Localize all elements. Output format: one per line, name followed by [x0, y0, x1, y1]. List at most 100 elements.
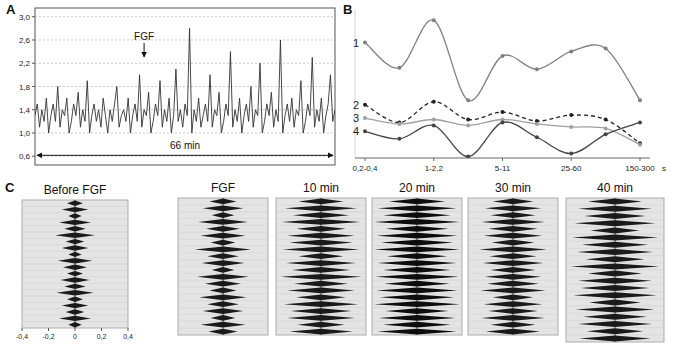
plot-area [276, 198, 366, 335]
plot-area [178, 198, 268, 335]
series-marker [466, 118, 470, 122]
trace-chart: 0,61,01,41,82,22,63,0FGF66 min [19, 8, 335, 165]
spike [491, 322, 536, 328]
spike [374, 219, 460, 225]
spike [493, 199, 534, 205]
spike [205, 281, 241, 287]
series-marker [466, 155, 470, 158]
spike [379, 315, 456, 321]
tick-mark [365, 158, 366, 161]
spike [587, 328, 643, 334]
tick-mark [101, 328, 102, 331]
spike [491, 267, 536, 273]
panel-frame [372, 198, 462, 335]
series-line [365, 20, 640, 101]
grid-line [35, 16, 335, 17]
series-marker [432, 118, 436, 122]
spike [68, 213, 81, 218]
tick-mark [32, 109, 35, 110]
tick-label: 1,4 [19, 106, 31, 115]
spike [479, 247, 547, 253]
spike [285, 205, 357, 211]
spike-panel: 40 min [566, 181, 664, 342]
spike [64, 226, 85, 231]
axis-label: s [662, 164, 666, 173]
series-marker [569, 125, 573, 129]
tick-mark [433, 158, 434, 161]
panel-label: C [5, 180, 15, 195]
spike-panel: Before FGF-0,4-0,200,20,4 [16, 183, 133, 340]
tick-label: 1-2,2 [425, 164, 444, 173]
spike [283, 247, 360, 253]
spike-panel: FGF [178, 181, 268, 335]
center-line [321, 198, 322, 335]
spike [491, 212, 536, 218]
tick-mark [571, 158, 572, 161]
series-marker [501, 54, 505, 58]
spike [66, 309, 85, 314]
series-line [365, 118, 640, 145]
grid-line [35, 109, 335, 110]
grid-line [35, 156, 335, 157]
series-marker [363, 129, 367, 133]
tick-label: -0,2 [42, 333, 54, 340]
spike [207, 301, 239, 307]
panel-frame [468, 198, 558, 335]
spike-panel: 30 min [468, 181, 558, 335]
spike [198, 219, 248, 225]
panel-title: 10 min [303, 181, 339, 195]
spike [58, 258, 92, 263]
spike [201, 233, 246, 239]
series-marker [638, 120, 642, 124]
spike [377, 233, 458, 239]
series-marker [569, 113, 573, 117]
panel-title: Before FGF [44, 183, 107, 197]
tick-label: 25-60 [561, 164, 582, 173]
spike [62, 303, 89, 308]
tick-mark [640, 158, 641, 161]
spike [203, 308, 244, 314]
series-marker [501, 110, 505, 114]
spike [485, 205, 541, 211]
panel-frame [178, 198, 268, 335]
spike [56, 290, 93, 295]
plot-area [35, 28, 335, 133]
spike [59, 316, 91, 321]
spike [290, 329, 353, 335]
panel-title: 30 min [495, 181, 531, 195]
spike [59, 220, 91, 225]
spike [296, 294, 346, 300]
spike [197, 274, 249, 280]
spike [55, 233, 95, 238]
tick-label: 0 [73, 333, 77, 340]
series-marker [535, 122, 539, 126]
series-marker [363, 41, 367, 45]
spike [287, 288, 355, 294]
grid-line [35, 133, 335, 134]
tick-label: 5-11 [495, 164, 511, 173]
spike [487, 281, 539, 287]
spike [299, 199, 344, 205]
center-line [223, 198, 224, 335]
tick-label: 1,0 [19, 129, 31, 138]
tick-label: 1,8 [19, 83, 31, 92]
spike [584, 213, 645, 219]
grid-line [35, 86, 335, 87]
tick-mark [48, 328, 49, 331]
spike [62, 207, 89, 212]
series-marker [397, 66, 401, 70]
spike [203, 205, 244, 211]
spike [576, 307, 654, 313]
panel-label: B [343, 2, 352, 17]
spike [293, 212, 349, 218]
spike [489, 253, 536, 259]
tick-label: 0,4 [123, 333, 133, 340]
spike [67, 201, 83, 206]
spike [386, 226, 449, 232]
spike [480, 288, 545, 294]
spike [294, 281, 348, 287]
series-marker [466, 98, 470, 102]
spike [201, 322, 246, 328]
tick-label: 3,0 [19, 13, 31, 22]
spike [571, 263, 659, 269]
